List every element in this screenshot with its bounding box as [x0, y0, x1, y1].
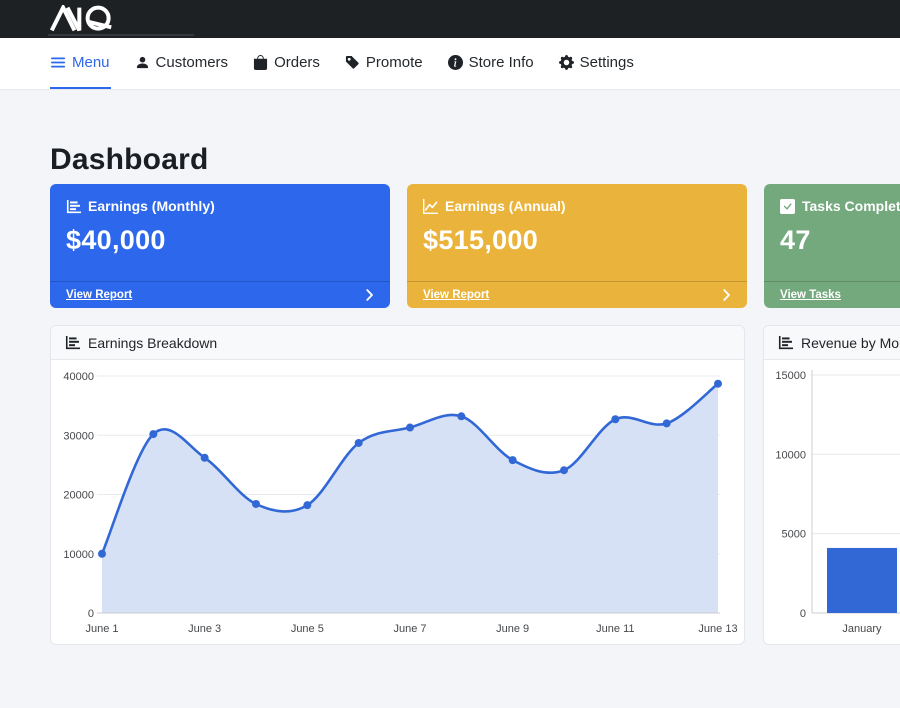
svg-text:20000: 20000 — [63, 490, 94, 502]
brand-logo-icon — [49, 3, 112, 32]
nav-item-orders[interactable]: Orders — [252, 38, 321, 89]
svg-text:0: 0 — [88, 608, 94, 620]
svg-text:10000: 10000 — [775, 449, 806, 461]
chevron-right-icon — [366, 289, 373, 301]
card-earnings-annual: Earnings (Annual) $515,000 View Report — [407, 184, 747, 308]
gear-icon — [558, 55, 574, 70]
nav-item-label: Store Info — [468, 54, 534, 71]
card-value: $40,000 — [66, 225, 166, 255]
charts-row: Earnings Breakdown 0 10000 20000 30000 40000… — [50, 325, 900, 645]
menu-icon — [51, 57, 66, 68]
view-tasks-link[interactable]: View Tasks — [780, 289, 841, 301]
panel-title: Earnings Breakdown — [88, 334, 218, 351]
logo-underline — [48, 34, 194, 36]
person-icon — [136, 56, 148, 69]
main-nav: Menu Customers Orders Promote Store Info — [0, 38, 900, 90]
bar-chart-icon — [778, 335, 793, 350]
svg-text:June 7: June 7 — [393, 623, 426, 635]
card-tasks-completed: Tasks Completed 47 View Tasks — [764, 184, 900, 308]
card-title: Earnings (Monthly) — [88, 198, 215, 214]
svg-text:June 3: June 3 — [188, 623, 221, 635]
svg-text:June 1: June 1 — [85, 623, 118, 635]
svg-text:June 13: June 13 — [698, 623, 737, 635]
nav-item-label: Promote — [365, 54, 423, 71]
svg-text:June 11: June 11 — [596, 623, 634, 635]
nav-item-label: Settings — [579, 54, 634, 71]
nav-item-promote[interactable]: Promote — [344, 38, 424, 89]
svg-text:June 5: June 5 — [291, 623, 324, 635]
svg-text:40000: 40000 — [63, 371, 94, 383]
check-square-icon — [780, 198, 795, 214]
view-report-link[interactable]: View Report — [423, 289, 490, 301]
nav-item-settings[interactable]: Settings — [558, 38, 635, 89]
line-chart-icon — [423, 198, 438, 214]
revenue-by-month-panel: Revenue by Month 0 5000 10000 15000 January — [763, 325, 900, 645]
bar-chart-icon — [66, 199, 81, 213]
view-report-link[interactable]: View Report — [66, 289, 133, 301]
info-icon — [447, 55, 463, 70]
tag-icon — [345, 55, 359, 69]
nav-item-menu[interactable]: Menu — [50, 38, 111, 89]
nav-item-store-info[interactable]: Store Info — [447, 38, 535, 89]
chevron-right-icon — [723, 289, 730, 301]
card-title: Tasks Completed — [802, 198, 900, 214]
panel-title: Revenue by Month — [801, 334, 900, 351]
bar-chart-icon — [65, 335, 80, 350]
svg-text:15000: 15000 — [775, 370, 806, 382]
card-value: $515,000 — [423, 225, 539, 255]
nav-item-label: Customers — [155, 54, 229, 71]
nav-item-label: Orders — [274, 54, 320, 71]
summary-cards-row: Earnings (Monthly) $40,000 View Report E — [50, 184, 900, 308]
svg-text:January: January — [842, 623, 882, 635]
card-value: 47 — [780, 225, 811, 255]
svg-text:10000: 10000 — [63, 549, 94, 561]
page-title: Dashboard — [50, 143, 209, 176]
svg-text:5000: 5000 — [782, 529, 806, 541]
earnings-breakdown-panel: Earnings Breakdown 0 10000 20000 30000 40000… — [50, 325, 745, 645]
nav-item-customers[interactable]: Customers — [134, 38, 230, 89]
brand-logo[interactable] — [48, 3, 136, 38]
svg-text:30000: 30000 — [63, 430, 94, 442]
svg-text:June 9: June 9 — [496, 623, 529, 635]
bag-icon — [254, 55, 268, 70]
earnings-line-chart: 0 10000 20000 30000 40000 June 1 June 3 June 5 J… — [63, 371, 737, 635]
revenue-bar-chart: 0 5000 10000 15000 January — [775, 370, 900, 635]
svg-text:0: 0 — [800, 608, 806, 620]
card-title: Earnings (Annual) — [445, 198, 566, 214]
card-earnings-monthly: Earnings (Monthly) $40,000 View Report — [50, 184, 390, 308]
nav-item-label: Menu — [72, 54, 110, 71]
top-bar — [0, 0, 900, 38]
